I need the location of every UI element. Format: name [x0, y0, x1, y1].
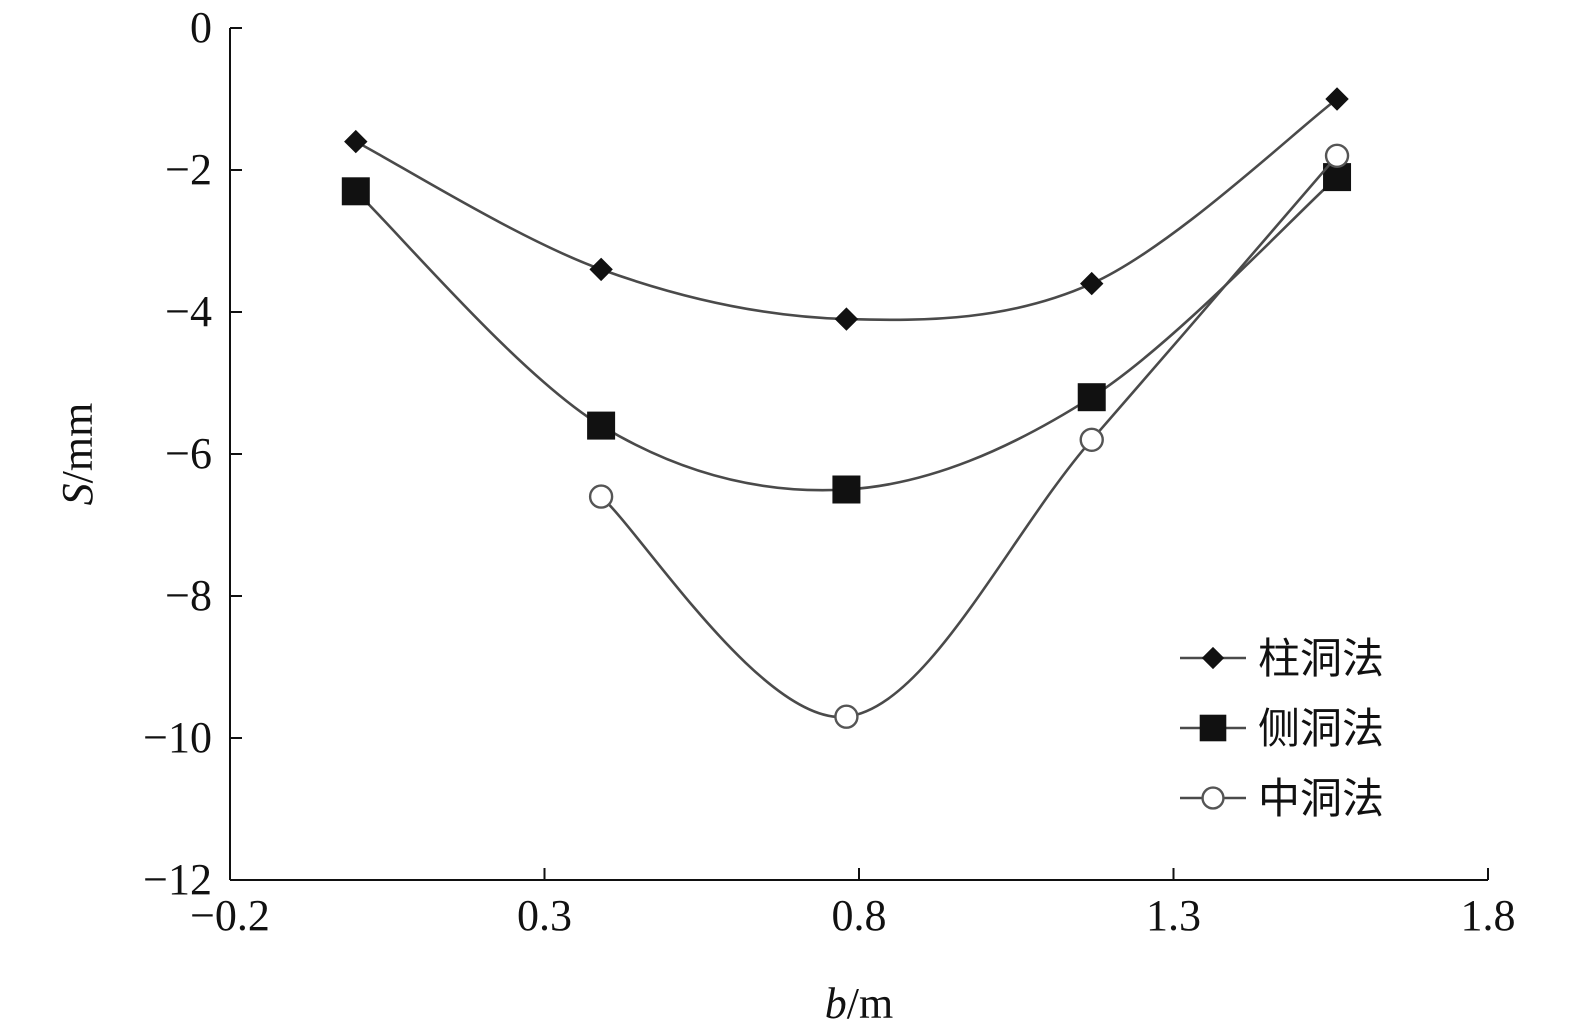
y-tick-label: −6 [165, 429, 212, 478]
series-line [355, 97, 1338, 322]
series-1 [344, 87, 1349, 331]
series-2 [341, 163, 1352, 504]
legend-label: 中洞法 [1258, 774, 1384, 823]
legend-marker [1201, 786, 1225, 810]
legend-marker [1201, 646, 1225, 670]
legend-entry: 柱洞法 [1180, 634, 1384, 683]
data-point [1077, 383, 1106, 412]
x-tick-label: 0.8 [832, 891, 887, 940]
data-point [589, 257, 613, 282]
data-point [1079, 427, 1104, 452]
series-3 [588, 143, 1350, 729]
x-tick-label: −0.2 [190, 891, 270, 940]
legend-marker [1199, 714, 1227, 742]
x-tick-label: 1.3 [1146, 891, 1201, 940]
x-axis-title-unit: /m [847, 979, 893, 1028]
x-tick-label: 0.3 [517, 891, 572, 940]
series-layer [341, 87, 1352, 729]
data-point [832, 475, 861, 504]
data-point [834, 704, 859, 729]
y-axis-title-var: S [53, 483, 102, 505]
y-axis-title-unit: /mm [53, 403, 102, 484]
y-tick-label: −8 [165, 571, 212, 620]
y-tick-label: 0 [190, 3, 212, 52]
data-point [834, 307, 859, 331]
data-point [341, 177, 370, 206]
y-tick-label: −10 [143, 713, 212, 762]
y-tick-label: −4 [165, 287, 212, 336]
data-point [344, 129, 368, 154]
data-point [1324, 143, 1350, 169]
data-point [1080, 271, 1104, 296]
data-point [587, 411, 616, 440]
axes: −0.2 0.3 0.8 1.3 1.8 0 −2 −4 −6 −8 −10 −12 b/m S/mm [53, 3, 1516, 1028]
data-point [588, 484, 614, 509]
legend-entry: 中洞法 [1180, 774, 1384, 823]
legend-entry: 侧洞法 [1180, 704, 1384, 753]
y-axis-title: S/mm [53, 403, 102, 506]
legend-label: 侧洞法 [1258, 704, 1384, 753]
x-axis-title: b/m [825, 979, 893, 1028]
legend-label: 柱洞法 [1258, 634, 1384, 683]
x-tick-label: 1.8 [1461, 891, 1516, 940]
series-line [600, 154, 1339, 719]
x-axis-title-var: b [825, 979, 847, 1028]
y-tick-label: −12 [143, 855, 212, 904]
y-tick-label: −2 [165, 145, 212, 194]
data-point [1325, 87, 1349, 111]
